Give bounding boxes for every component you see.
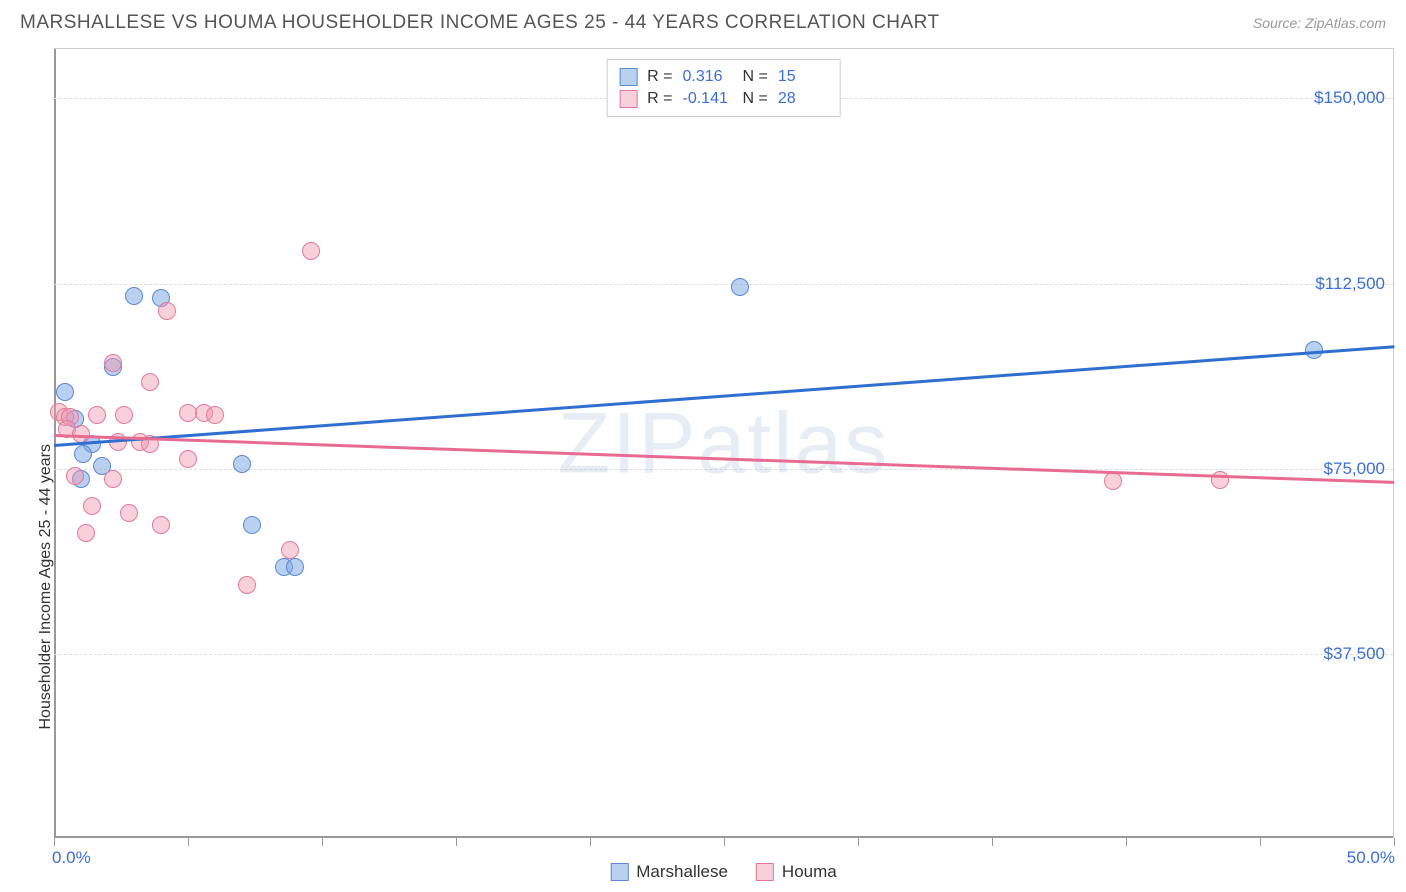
data-point [238, 576, 256, 594]
legend-swatch [619, 90, 637, 108]
r-label: R = [647, 68, 672, 86]
data-point [115, 406, 133, 424]
data-point [1211, 471, 1229, 489]
x-tick-mark [1126, 838, 1127, 846]
data-point [104, 354, 122, 372]
x-tick-mark [590, 838, 591, 846]
n-value: 28 [778, 90, 828, 108]
data-point [286, 558, 304, 576]
x-tick-mark [456, 838, 457, 846]
n-label: N = [743, 68, 768, 86]
legend-swatch [619, 68, 637, 86]
legend-item: Marshallese [610, 862, 728, 882]
r-value: 0.316 [683, 68, 733, 86]
data-point [83, 497, 101, 515]
source-attribution: Source: ZipAtlas.com [1253, 15, 1386, 31]
data-point [104, 470, 122, 488]
data-point [77, 524, 95, 542]
legend-stats: R = 0.316 N = 15 R = -0.141 N = 28 [606, 59, 841, 117]
data-point [243, 516, 261, 534]
data-point [120, 504, 138, 522]
x-tick-mark [322, 838, 323, 846]
data-point [74, 445, 92, 463]
x-tick-mark [188, 838, 189, 846]
watermark: ZIPatlas [558, 394, 889, 493]
legend-stat-row: R = 0.316 N = 15 [619, 66, 828, 88]
x-tick-mark [1394, 838, 1395, 846]
trendline [54, 345, 1394, 446]
y-tick-label: $112,500 [1315, 274, 1385, 294]
y-tick-label: $150,000 [1314, 88, 1385, 108]
data-point [152, 516, 170, 534]
data-point [141, 373, 159, 391]
gridline [54, 654, 1393, 655]
y-axis-title: Householder Income Ages 25 - 44 years [37, 444, 55, 730]
data-point [206, 406, 224, 424]
data-point [158, 302, 176, 320]
legend-swatch [756, 863, 774, 881]
legend-label: Marshallese [636, 862, 728, 882]
n-label: N = [743, 90, 768, 108]
x-max-label: 50.0% [1347, 848, 1395, 868]
data-point [302, 242, 320, 260]
plot-area: Householder Income Ages 25 - 44 years ZI… [54, 49, 1393, 838]
x-tick-mark [1260, 838, 1261, 846]
x-min-label: 0.0% [52, 848, 91, 868]
y-tick-label: $37,500 [1324, 644, 1385, 664]
data-point [281, 541, 299, 559]
legend-stat-row: R = -0.141 N = 28 [619, 88, 828, 110]
x-tick-mark [992, 838, 993, 846]
y-tick-label: $75,000 [1324, 459, 1385, 479]
data-point [179, 450, 197, 468]
gridline [54, 469, 1393, 470]
r-label: R = [647, 90, 672, 108]
data-point [125, 287, 143, 305]
data-point [88, 406, 106, 424]
legend-label: Houma [782, 862, 837, 882]
legend-series: Marshallese Houma [610, 862, 836, 882]
legend-item: Houma [756, 862, 837, 882]
data-point [56, 383, 74, 401]
legend-swatch [610, 863, 628, 881]
n-value: 15 [778, 68, 828, 86]
chart-title: MARSHALLESE VS HOUMA HOUSEHOLDER INCOME … [20, 12, 940, 34]
x-tick-mark [858, 838, 859, 846]
chart-container: Householder Income Ages 25 - 44 years ZI… [54, 48, 1394, 838]
trendline [54, 434, 1394, 483]
data-point [731, 278, 749, 296]
data-point [66, 467, 84, 485]
data-point [1104, 472, 1122, 490]
gridline [54, 284, 1393, 285]
r-value: -0.141 [683, 90, 733, 108]
x-tick-mark [724, 838, 725, 846]
data-point [233, 455, 251, 473]
x-tick-mark [54, 838, 55, 846]
